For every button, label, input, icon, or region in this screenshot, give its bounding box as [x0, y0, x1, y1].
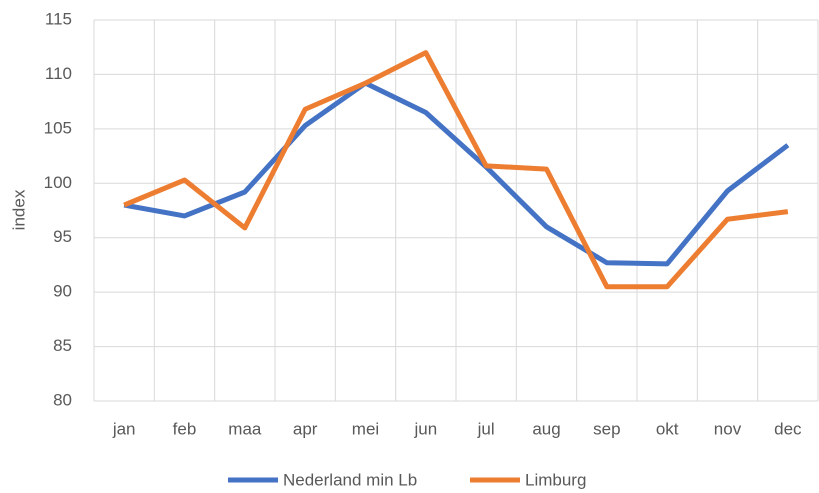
x-tick-label: apr: [293, 419, 318, 438]
legend-label: Limburg: [525, 470, 586, 489]
x-tick-label: feb: [173, 419, 197, 438]
x-tick-label: mei: [352, 419, 379, 438]
x-tick-label: jun: [413, 419, 437, 438]
y-tick-label: 115: [45, 9, 72, 28]
y-tick-label: 110: [45, 64, 72, 83]
y-tick-label: 100: [44, 173, 72, 192]
x-tick-label: sep: [593, 419, 620, 438]
y-tick-label: 80: [53, 390, 72, 409]
legend-label: Nederland min Lb: [283, 470, 417, 489]
x-tick-label: jul: [477, 419, 495, 438]
x-tick-label: maa: [228, 419, 262, 438]
x-tick-label: okt: [656, 419, 679, 438]
y-tick-label: 90: [53, 282, 72, 301]
x-tick-label: jan: [112, 419, 136, 438]
y-tick-label: 95: [53, 227, 72, 246]
series-line: [123, 50, 789, 290]
series-line: [123, 80, 790, 267]
x-tick-label: dec: [774, 419, 802, 438]
y-tick-label: 85: [53, 336, 72, 355]
y-axis-label: index: [9, 189, 28, 230]
x-tick-label: aug: [532, 419, 560, 438]
y-tick-label: 105: [44, 118, 72, 137]
x-tick-label: nov: [714, 419, 742, 438]
